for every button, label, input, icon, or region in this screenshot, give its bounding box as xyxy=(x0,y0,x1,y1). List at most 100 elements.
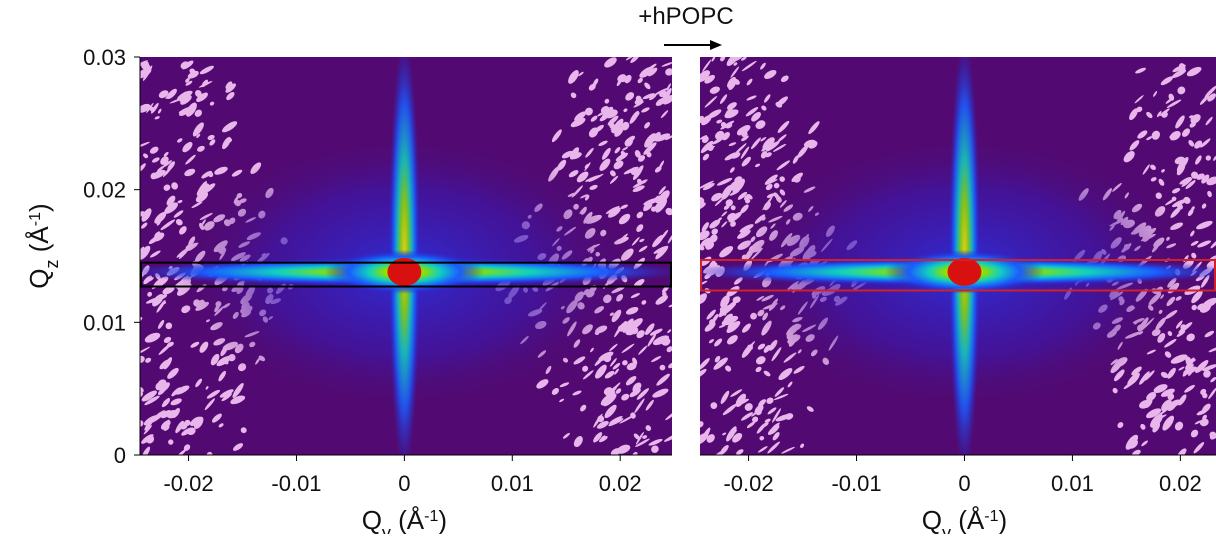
speckle xyxy=(774,387,785,397)
speckle xyxy=(754,163,761,168)
speckle xyxy=(206,389,221,399)
speckle xyxy=(700,293,707,304)
speckle xyxy=(578,71,584,77)
speckle xyxy=(722,403,737,416)
speckle xyxy=(704,74,715,84)
speckle xyxy=(169,97,184,104)
speckle xyxy=(1195,155,1202,165)
speckle xyxy=(706,309,716,320)
speckle xyxy=(177,138,183,143)
speckle xyxy=(729,167,735,173)
speckle xyxy=(601,147,611,160)
speckle xyxy=(589,184,598,190)
speckle xyxy=(660,110,669,119)
speckle xyxy=(1136,106,1143,113)
speckle xyxy=(712,137,723,145)
speckle xyxy=(778,368,793,381)
speckle xyxy=(648,438,663,446)
speckle xyxy=(700,256,712,266)
speckle xyxy=(159,359,171,370)
speckle xyxy=(757,446,768,453)
speckle xyxy=(221,393,232,402)
speckle xyxy=(150,102,159,114)
speckle xyxy=(593,432,603,443)
speckle xyxy=(177,200,183,204)
speckle xyxy=(638,245,648,252)
speckle xyxy=(636,211,644,219)
speckle xyxy=(603,354,612,363)
speckle xyxy=(731,152,741,159)
speckle xyxy=(624,74,632,84)
speckle xyxy=(1141,440,1148,447)
x-tick-label: -0.02 xyxy=(163,471,213,496)
speckle xyxy=(154,231,161,237)
axis-label-part: ) xyxy=(438,505,447,534)
speckle xyxy=(1174,421,1184,431)
speckle xyxy=(576,171,589,183)
speckle xyxy=(721,185,733,200)
speckle xyxy=(785,413,794,420)
x-tick-label: 0.02 xyxy=(599,471,642,496)
speckle xyxy=(160,410,172,419)
axis-label-part: Q xyxy=(24,268,54,288)
speckle xyxy=(609,175,619,184)
speckle xyxy=(1156,406,1171,417)
speckle xyxy=(240,427,247,434)
speckle xyxy=(610,385,618,394)
speckle xyxy=(189,416,201,427)
speckle xyxy=(620,204,628,210)
speckle xyxy=(746,421,756,429)
speckle xyxy=(630,167,639,176)
speckle xyxy=(665,207,672,216)
speckle xyxy=(652,388,669,398)
speckle xyxy=(1175,115,1185,129)
speckle xyxy=(1202,414,1207,420)
speckle xyxy=(1209,434,1215,440)
speckle xyxy=(143,153,149,159)
speckle xyxy=(175,420,184,434)
speckle xyxy=(169,203,176,210)
speckle xyxy=(615,388,622,394)
speckle xyxy=(1160,371,1169,379)
speckle xyxy=(720,444,729,455)
speckle xyxy=(1117,422,1124,429)
speckle xyxy=(654,201,661,210)
speckle xyxy=(623,108,628,113)
speckle xyxy=(1191,304,1197,311)
speckle xyxy=(625,92,635,101)
speckle xyxy=(765,183,773,191)
speckle xyxy=(655,295,668,305)
speckle xyxy=(622,360,628,366)
x-tick-label: 0 xyxy=(958,471,970,496)
y-tick-label: 0 xyxy=(114,443,126,468)
speckle xyxy=(1161,169,1165,173)
speckle xyxy=(645,63,657,73)
speckle xyxy=(1137,130,1148,139)
speckle xyxy=(751,111,761,122)
speckle xyxy=(733,62,738,66)
x-tick-label: -0.01 xyxy=(271,471,321,496)
speckle xyxy=(143,64,151,72)
speckle xyxy=(178,107,191,116)
speckle xyxy=(1199,303,1211,313)
speckle xyxy=(148,236,159,245)
speckle xyxy=(655,198,668,213)
speckle xyxy=(177,90,193,101)
speckle xyxy=(720,57,726,62)
speckle xyxy=(635,431,644,445)
speckle xyxy=(144,332,161,343)
speckle xyxy=(700,180,714,190)
speckle xyxy=(622,320,628,326)
speckle xyxy=(1193,442,1205,454)
speckle xyxy=(643,142,657,155)
speckle xyxy=(730,220,736,227)
speckle xyxy=(765,140,780,152)
speckle xyxy=(584,107,593,116)
speckle xyxy=(1170,354,1188,364)
speckle xyxy=(701,222,709,232)
speckle xyxy=(630,57,640,63)
speckle xyxy=(1175,320,1183,329)
speckle xyxy=(710,402,718,410)
speckle xyxy=(156,165,165,172)
speckle xyxy=(773,393,789,401)
